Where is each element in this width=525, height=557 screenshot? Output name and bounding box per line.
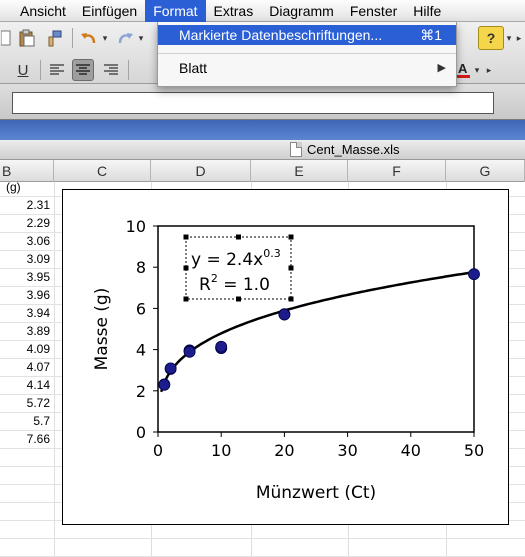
desktop-background [0,120,525,140]
menu-item-label: Blatt [179,60,208,76]
formula-input[interactable] [12,92,494,114]
menu-hilfe[interactable]: Hilfe [413,2,442,19]
cell-b-header[interactable]: (g) [6,180,21,194]
column-header-b[interactable]: B [0,160,54,182]
cell-b-value[interactable]: 3.09 [26,252,50,266]
x-tick-label: 40 [401,441,421,460]
cell-b-value[interactable]: 3.89 [26,324,50,338]
cell-b-value[interactable]: 3.06 [26,234,50,248]
scatter-chart: 0 10 20 30 40 50 0 2 4 6 8 10 Münzwert (Ct) Masse (g)… [92,217,484,503]
toolbar-left-edge [0,59,8,81]
excel-document-icon [290,142,302,157]
data-point [183,345,196,358]
undo-dropdown-icon[interactable]: ▾ [102,32,108,43]
cell-b-value[interactable]: 4.09 [26,342,50,356]
align-right-icon[interactable] [100,59,122,81]
trendline [160,270,475,393]
selection-handle [288,234,294,240]
chart-object[interactable]: 0 10 20 30 40 50 0 2 4 6 8 10 Münzwert (Ct) Masse (g)… [62,189,509,525]
svg-text:A: A [458,61,468,76]
menu-extras[interactable]: Extras [213,2,254,19]
x-tick-label: 20 [274,441,294,460]
y-tick-label: 4 [136,341,146,360]
column-header-f[interactable]: F [348,160,446,182]
column-header-g[interactable]: G [446,160,525,182]
data-point [164,362,177,375]
undo-icon[interactable] [78,27,100,49]
x-axis-label: Münzwert (Ct) [256,483,376,503]
cell-b-value[interactable]: 2.29 [26,216,50,230]
y-tick-label: 6 [136,299,146,318]
selection-handle [288,265,294,271]
plot-area-frame [157,225,475,433]
selection-handle [288,296,294,302]
formula-bar [0,84,525,120]
data-point [215,340,228,353]
document-titlebar: Cent_Masse.xls [0,140,525,160]
y-axis-label: Masse (g) [92,288,112,371]
cell-b-value[interactable]: 5.72 [26,396,50,410]
underline-button[interactable]: U [17,61,29,79]
x-tick-label: 50 [464,441,484,460]
y-tick-label: 2 [136,382,146,401]
cell-b-value[interactable]: 7.66 [26,432,50,446]
font-color-dropdown-icon[interactable]: ▾ [474,64,480,75]
cell-b-value[interactable]: 3.95 [26,270,50,284]
y-tick-label: 0 [136,423,146,442]
data-point [468,268,480,281]
font-color-icon[interactable]: A [452,59,474,81]
format-painter-icon[interactable] [44,27,66,49]
menu-diagramm[interactable]: Diagramm [269,2,334,19]
y-tick-label: 10 [126,217,146,236]
menu-item-selected-data-labels[interactable]: Markierte Datenbeschriftungen... ⌘1 [158,25,456,45]
cell-b-value[interactable]: 4.14 [26,378,50,392]
cell-b-value[interactable]: 3.94 [26,306,50,320]
column-header-c[interactable]: C [54,160,151,182]
trendline-equation: y = 2.4x0.3 [191,247,281,270]
selection-handle [236,234,241,240]
column-headers: B C D E F G [0,160,525,182]
r-squared-label: R2 = 1.0 [199,272,270,295]
selection-handle [183,296,189,302]
menu-separator [158,53,456,54]
help-dropdown-icon[interactable]: ▾ [506,32,512,43]
selection-handle [183,234,189,240]
menu-format[interactable]: Format [145,0,206,22]
align-left-icon[interactable] [46,59,68,81]
cell-b-value[interactable]: 5.7 [33,414,50,428]
menubar: Ansicht Einfügen Format Extras Diagramm … [0,0,525,22]
submenu-arrow-icon: ▶ [437,62,446,74]
cell-b-value[interactable]: 4.07 [26,360,50,374]
toolbar-overflow-2-icon[interactable]: ▸ [486,64,492,75]
menu-item-shortcut: ⌘1 [420,27,442,43]
column-header-e[interactable]: E [251,160,348,182]
document-title: Cent_Masse.xls [307,142,400,157]
x-tick-label: 0 [153,441,163,460]
redo-dropdown-icon[interactable]: ▾ [138,32,144,43]
data-point [278,308,291,321]
format-menu-dropdown: Markierte Datenbeschriftungen... ⌘1 Blat… [157,22,457,87]
x-tick-label: 30 [337,441,357,460]
toolbar-overflow-icon[interactable]: ▸ [516,32,522,43]
cell-b-value[interactable]: 3.96 [26,288,50,302]
redo-icon[interactable] [114,27,136,49]
x-tick-label: 10 [211,441,231,460]
paste-icon[interactable] [16,27,38,49]
help-icon[interactable]: ? [478,26,504,50]
menu-einfuegen[interactable]: Einfügen [81,2,138,19]
selection-handle [236,296,241,302]
selection-handle [183,265,189,271]
menu-item-label: Markierte Datenbeschriftungen... [179,27,383,43]
menu-item-sheet[interactable]: Blatt ▶ [158,58,456,78]
y-tick-label: 8 [136,258,146,277]
cell-b-value[interactable]: 2.31 [26,198,50,212]
align-center-icon[interactable] [72,59,94,81]
menu-ansicht[interactable]: Ansicht [20,2,66,19]
column-header-d[interactable]: D [151,160,251,182]
menu-fenster[interactable]: Fenster [349,2,398,19]
new-document-icon[interactable] [0,27,12,49]
data-point [158,378,171,391]
